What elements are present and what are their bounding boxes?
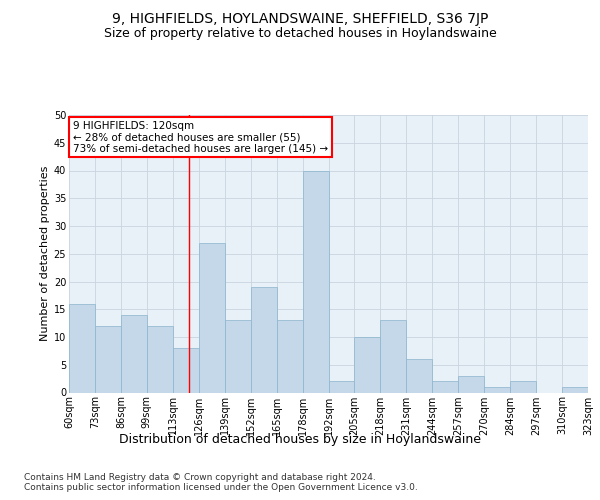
Bar <box>458 376 484 392</box>
Bar <box>199 242 224 392</box>
Bar <box>432 382 458 392</box>
Bar <box>380 320 406 392</box>
Bar <box>355 337 380 392</box>
Bar <box>251 287 277 393</box>
Bar <box>95 326 121 392</box>
Text: Size of property relative to detached houses in Hoylandswaine: Size of property relative to detached ho… <box>104 28 496 40</box>
Bar <box>277 320 302 392</box>
Bar <box>484 387 510 392</box>
Bar <box>147 326 173 392</box>
Bar <box>302 170 329 392</box>
Bar <box>562 387 588 392</box>
Bar <box>69 304 95 392</box>
Bar <box>406 359 432 392</box>
Text: Contains HM Land Registry data © Crown copyright and database right 2024.
Contai: Contains HM Land Registry data © Crown c… <box>24 472 418 492</box>
Bar <box>224 320 251 392</box>
Text: 9 HIGHFIELDS: 120sqm
← 28% of detached houses are smaller (55)
73% of semi-detac: 9 HIGHFIELDS: 120sqm ← 28% of detached h… <box>73 120 328 154</box>
Y-axis label: Number of detached properties: Number of detached properties <box>40 166 50 342</box>
Bar <box>510 382 536 392</box>
Bar <box>121 315 147 392</box>
Text: Distribution of detached houses by size in Hoylandswaine: Distribution of detached houses by size … <box>119 432 481 446</box>
Bar <box>173 348 199 393</box>
Bar <box>329 382 355 392</box>
Text: 9, HIGHFIELDS, HOYLANDSWAINE, SHEFFIELD, S36 7JP: 9, HIGHFIELDS, HOYLANDSWAINE, SHEFFIELD,… <box>112 12 488 26</box>
